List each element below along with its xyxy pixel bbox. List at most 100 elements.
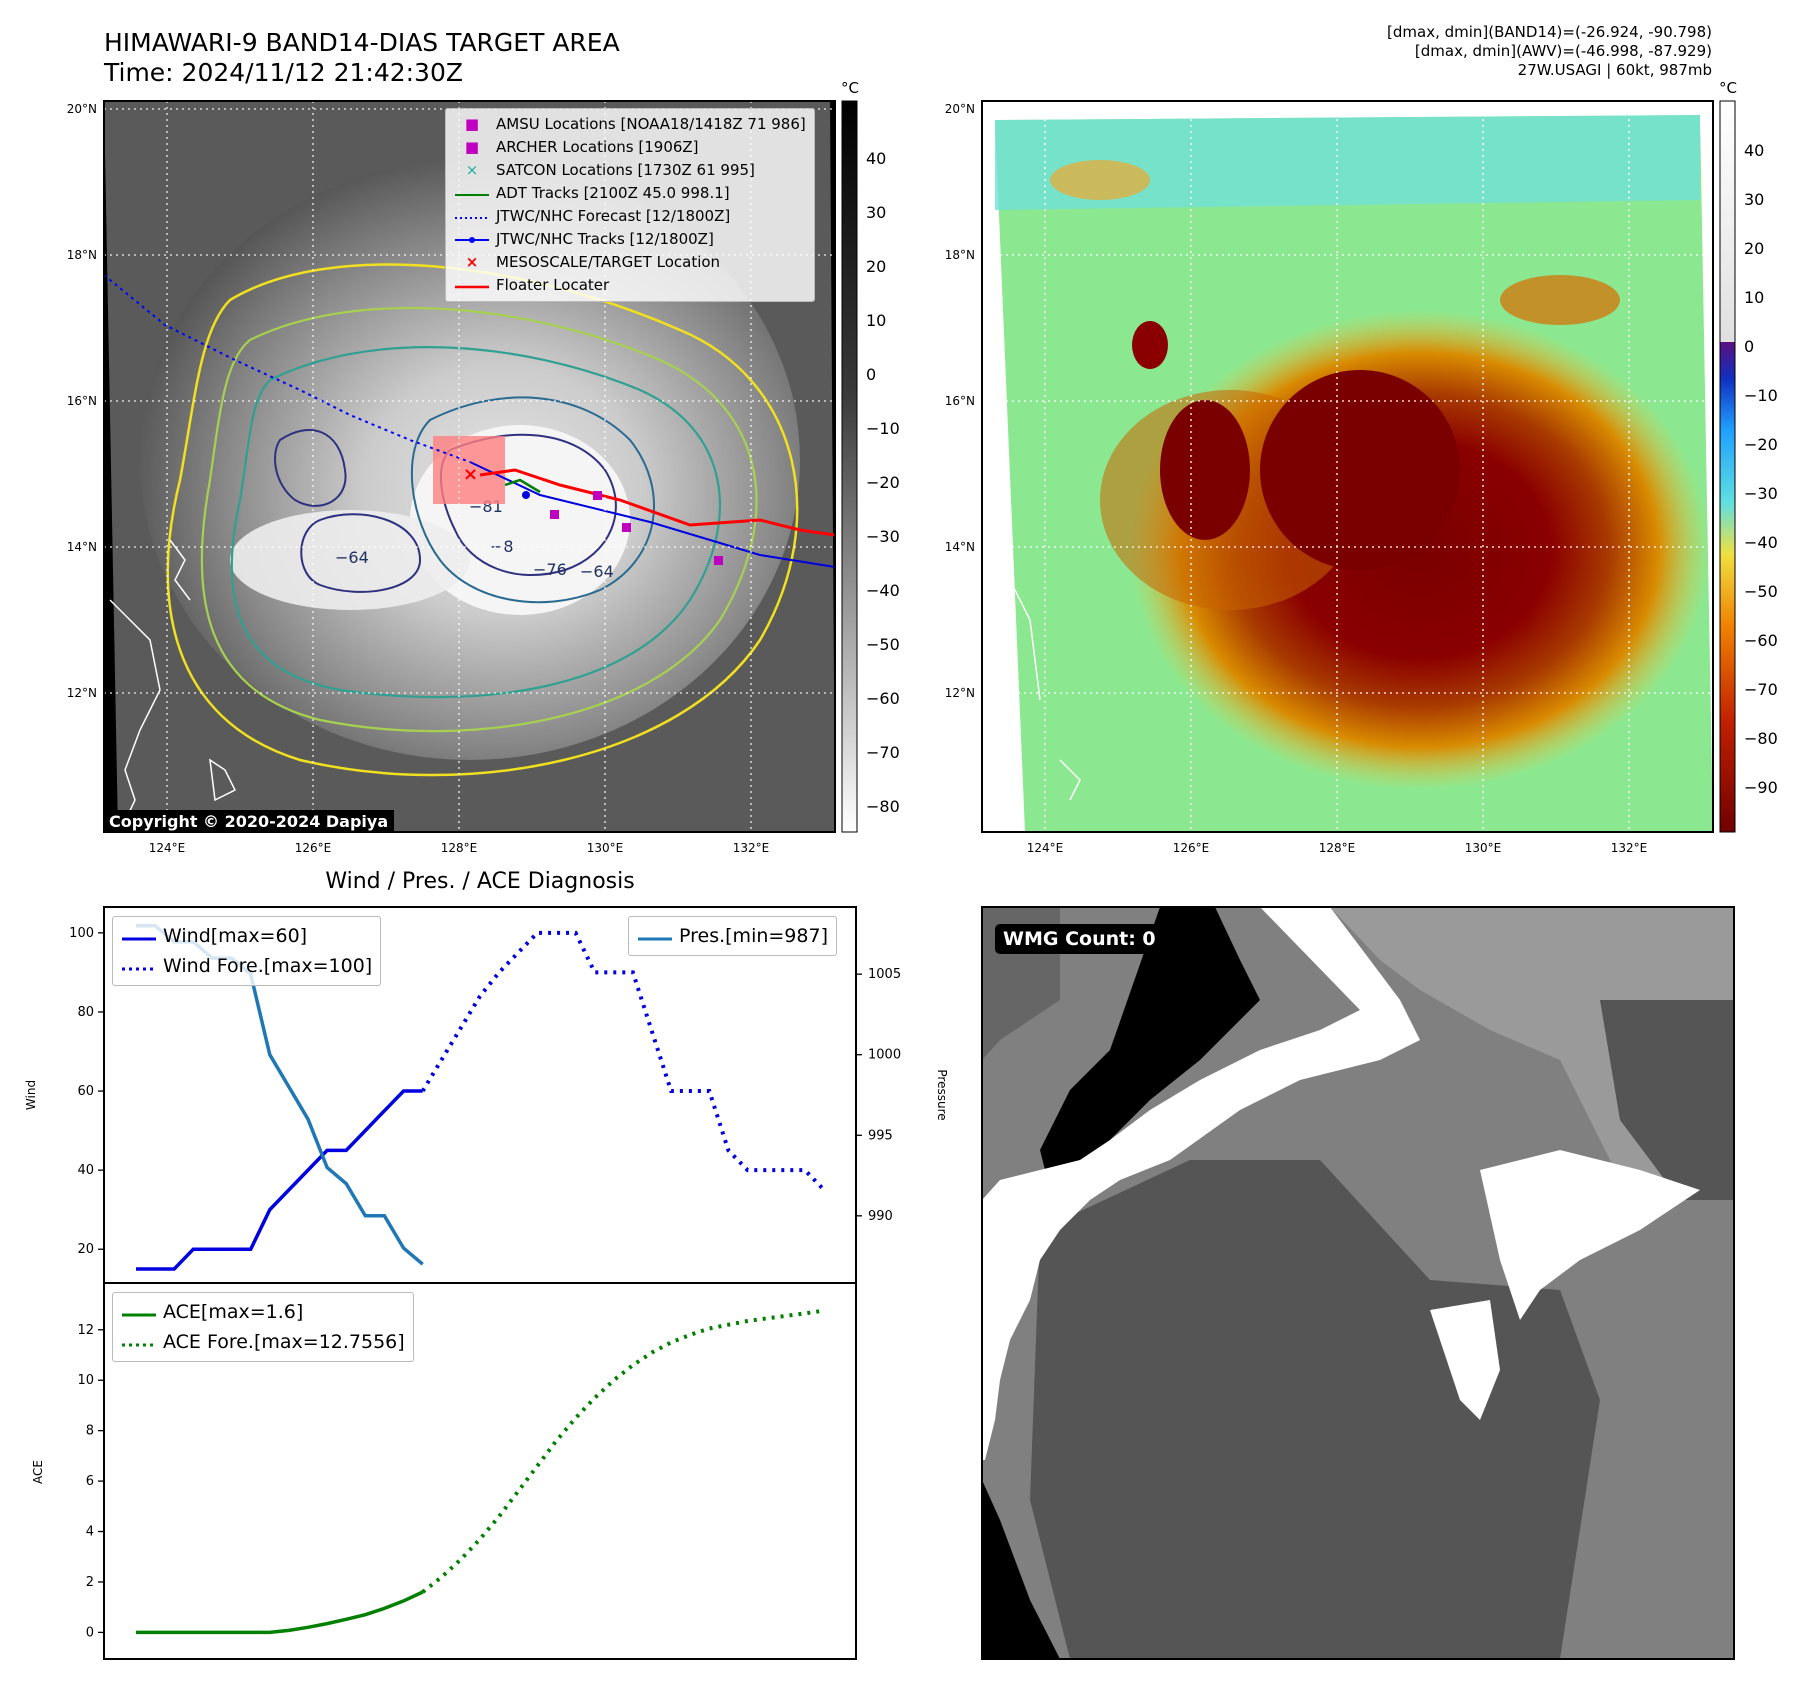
series-line xyxy=(136,1590,424,1635)
lon-tick: 132°E xyxy=(1611,841,1648,855)
wmg-panel xyxy=(981,906,1735,1660)
lat-tick: 12°N xyxy=(945,686,975,700)
legend-entry: Wind Fore.[max=100] xyxy=(121,951,372,981)
colorbar-tick: −10 xyxy=(866,419,900,438)
lat-tick: 20°N xyxy=(945,102,975,116)
ir-colorbar xyxy=(841,100,858,833)
info-storm: 27W.USAGI | 60kt, 987mb xyxy=(1517,61,1712,79)
line-marker-icon xyxy=(637,921,673,951)
colorbar-tick: −20 xyxy=(1744,435,1778,454)
y-tick-label: 40 xyxy=(77,1163,94,1178)
legend-label: JTWC/NHC Tracks [12/1800Z] xyxy=(496,230,714,248)
legend-label: JTWC/NHC Forecast [12/1800Z] xyxy=(496,207,731,225)
colorbar-tick: 10 xyxy=(866,311,886,330)
awv-map-ticks: 20°N 18°N 16°N 14°N 12°N 124°E 126°E 128… xyxy=(945,102,1648,855)
legend-entry: JTWC/NHC Forecast [12/1800Z] xyxy=(454,205,806,228)
y-axis-label-right: Pressure xyxy=(935,1069,949,1120)
y-tick-label: 8 xyxy=(86,1424,94,1439)
legend-entry: JTWC/NHC Tracks [12/1800Z] xyxy=(454,228,806,251)
colorbar-tick: 0 xyxy=(866,365,876,384)
legend-entry: ACE[max=1.6] xyxy=(121,1297,405,1327)
legend-entry: ACE Fore.[max=12.7556] xyxy=(121,1327,405,1357)
y-tick-label: 990 xyxy=(868,1209,893,1224)
colorbar-tick: 20 xyxy=(1744,239,1764,258)
lat-tick: 16°N xyxy=(945,394,975,408)
square-marker-icon: ■ xyxy=(464,138,480,156)
copyright-notice: Copyright © 2020-2024 Dapiya xyxy=(103,810,395,833)
ir-colorbar-ticks: °C 40 30 20 10 0 −10 −20 −30 −40 −50 −60… xyxy=(841,79,900,816)
y-tick-label: 12 xyxy=(77,1323,94,1338)
legend-label: ARCHER Locations [1906Z] xyxy=(496,138,699,156)
legend-label: MESOSCALE/TARGET Location xyxy=(496,253,721,271)
y-tick-label: 20 xyxy=(77,1242,94,1257)
legend-entry: × MESOSCALE/TARGET Location xyxy=(454,251,806,274)
wind-legend: Wind[max=60] Wind Fore.[max=100] xyxy=(112,916,382,986)
lat-tick: 18°N xyxy=(945,248,975,262)
legend-label: Pres.[min=987] xyxy=(679,925,828,947)
colorbar-tick: 30 xyxy=(1744,190,1764,209)
lat-tick: 18°N xyxy=(67,248,97,262)
y-tick-label: 995 xyxy=(868,1128,893,1143)
colorbar-tick: −90 xyxy=(1744,778,1778,797)
colorbar-tick: −70 xyxy=(1744,680,1778,699)
colorbar-tick: −30 xyxy=(1744,484,1778,503)
legend-entry: ■ ARCHER Locations [1906Z] xyxy=(454,136,806,159)
line-marker-icon xyxy=(121,921,157,951)
info-band14: [dmax, dmin](BAND14)=(-26.924, -90.798) xyxy=(1387,23,1712,41)
figure-time: Time: 2024/11/12 21:42:30Z xyxy=(104,58,463,87)
legend-entry: × SATCON Locations [1730Z 61 995] xyxy=(454,159,806,182)
legend-label: SATCON Locations [1730Z 61 995] xyxy=(496,161,755,179)
line-marker-icon xyxy=(454,182,490,205)
dotted-line-icon xyxy=(121,951,157,981)
lon-tick: 126°E xyxy=(295,841,332,855)
ir-map-ticks: 20°N 18°N 16°N 14°N 12°N 124°E 126°E 128… xyxy=(67,102,770,855)
chart-title: Wind / Pres. / ACE Diagnosis xyxy=(325,869,634,894)
y-tick-label: 1000 xyxy=(868,1048,901,1063)
y-axis-label: ACE xyxy=(31,1460,45,1484)
legend-entry: Pres.[min=987] xyxy=(637,921,828,951)
legend-label: Wind Fore.[max=100] xyxy=(163,955,373,977)
svg-text:×: × xyxy=(463,464,478,485)
y-tick-label: 60 xyxy=(77,1084,94,1099)
colorbar-tick: −60 xyxy=(1744,631,1778,650)
pressure-legend: Pres.[min=987] xyxy=(628,916,837,956)
colorbar-tick: 40 xyxy=(866,149,886,168)
colorbar-tick: 40 xyxy=(1744,141,1764,160)
series-line xyxy=(420,930,826,1192)
lon-tick: 124°E xyxy=(1027,841,1064,855)
dotted-line-icon xyxy=(121,1327,157,1357)
x-marker-icon: × xyxy=(465,161,479,179)
legend-label: Wind[max=60] xyxy=(163,925,308,947)
lon-tick: 132°E xyxy=(733,841,770,855)
contour-label: −64 xyxy=(335,548,369,567)
lat-tick: 14°N xyxy=(67,540,97,554)
lon-tick: 126°E xyxy=(1173,841,1210,855)
colorbar-tick: −10 xyxy=(1744,386,1778,405)
y-tick-label: 80 xyxy=(77,1005,94,1020)
lon-tick: 130°E xyxy=(587,841,624,855)
y-tick-label: 1005 xyxy=(868,967,901,982)
colorbar-tick: −20 xyxy=(866,473,900,492)
dotted-line-icon xyxy=(454,205,490,228)
y-tick-label: 2 xyxy=(86,1575,94,1590)
square-marker-icon: ■ xyxy=(464,115,480,133)
colorbar-tick: −50 xyxy=(866,635,900,654)
figure-title: HIMAWARI-9 BAND14-DIAS TARGET AREA xyxy=(104,28,620,57)
colorbar-tick: 20 xyxy=(866,257,886,276)
legend-label: ACE Fore.[max=12.7556] xyxy=(163,1331,405,1353)
contour-label: −76 xyxy=(533,560,567,579)
colorbar-tick: −70 xyxy=(866,743,900,762)
legend-label: Floater Locater xyxy=(496,276,610,294)
line-dot-icon xyxy=(454,228,490,251)
colorbar-tick: 0 xyxy=(1744,337,1754,356)
lat-tick: 12°N xyxy=(67,686,97,700)
colorbar-tick: −80 xyxy=(866,797,900,816)
lon-tick: 128°E xyxy=(441,841,478,855)
colorbar-unit: °C xyxy=(841,79,859,97)
y-tick-label: 10 xyxy=(77,1373,94,1388)
y-tick-label: 100 xyxy=(69,926,94,941)
colorbar-tick: −40 xyxy=(1744,533,1778,552)
legend-entry: Floater Locater xyxy=(454,274,806,297)
y-tick-label: 6 xyxy=(86,1474,94,1489)
